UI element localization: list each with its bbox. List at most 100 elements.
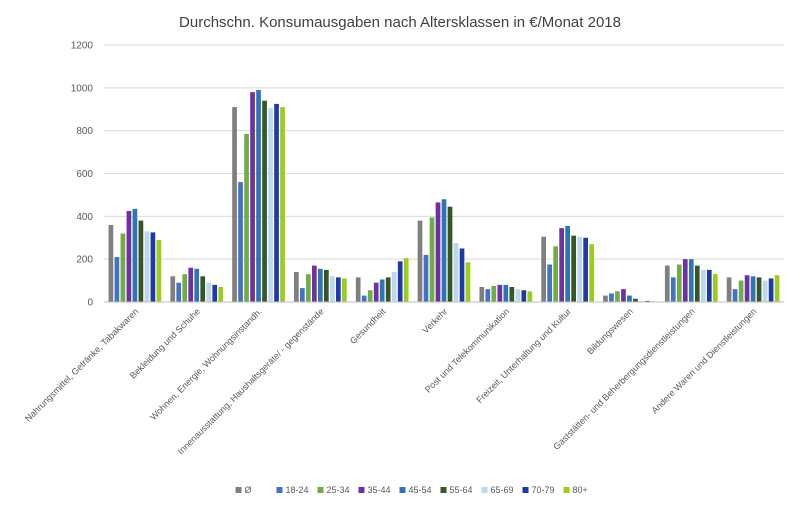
bar: [268, 108, 273, 303]
bar: [527, 291, 533, 302]
legend-label: 45-54: [409, 485, 432, 495]
bar: [120, 233, 126, 302]
bar: [238, 182, 243, 302]
y-tick-label: 200: [76, 255, 93, 266]
legend-label: 35-44: [368, 485, 391, 495]
bar: [603, 295, 608, 302]
bar: [330, 276, 335, 302]
bar: [176, 282, 182, 302]
bar: [553, 246, 558, 302]
x-tick-label: Wohnen, Energie, Wohnungsinstandh.: [148, 306, 264, 422]
legend: Ø 18-24 25-34 35-44 45-54 55-64 65-69 70-79 80+: [235, 485, 588, 495]
bar: [200, 276, 206, 302]
bar: [639, 300, 644, 302]
bar: [324, 269, 329, 303]
bar: [682, 259, 688, 302]
legend-swatch: [317, 487, 324, 493]
x-tick-label: Verkehr: [420, 306, 449, 335]
bar: [188, 267, 194, 302]
bar: [250, 92, 255, 303]
legend-label: 70-79: [532, 485, 555, 495]
bar: [559, 228, 564, 302]
bar: [206, 282, 212, 302]
bar: [447, 206, 453, 302]
bar: [212, 284, 218, 302]
bar: [664, 265, 670, 302]
bar: [397, 261, 403, 302]
bar: [244, 133, 249, 302]
bar: [670, 277, 676, 302]
bar: [609, 293, 614, 302]
bar: [676, 264, 682, 302]
bar: [756, 277, 762, 302]
bars: [108, 89, 780, 303]
bar: [497, 284, 503, 302]
bar: [132, 208, 138, 302]
bar: [194, 268, 200, 302]
bar: [300, 288, 305, 302]
bar: [435, 202, 441, 302]
bar: [417, 220, 423, 302]
bar: [126, 210, 132, 302]
gridlines: [104, 44, 784, 260]
bar: [385, 277, 391, 302]
bar: [565, 225, 570, 302]
bar: [509, 287, 515, 302]
bar: [256, 89, 261, 302]
legend-label: Ø: [245, 485, 252, 495]
bar: [232, 107, 237, 302]
bar: [732, 289, 738, 302]
y-axis-ticks: 0 200 400 600 800 1000 1200: [71, 41, 94, 309]
bar: [627, 295, 632, 302]
bar: [138, 220, 144, 302]
bar: [738, 280, 744, 302]
x-tick-label: Andere Waren und Dienstleistungen: [649, 306, 758, 415]
bar: [583, 237, 588, 302]
bar: [521, 290, 527, 302]
bar: [144, 231, 150, 302]
bar: [156, 239, 162, 302]
x-tick-label: Gesundheit: [348, 306, 388, 346]
bar: [577, 236, 582, 302]
bar: [306, 274, 311, 302]
bar: [361, 295, 367, 302]
y-tick-label: 0: [87, 298, 93, 309]
legend-swatch: [440, 487, 447, 493]
legend-label: 65-69: [491, 485, 514, 495]
bar: [645, 300, 650, 302]
bar: [218, 287, 224, 302]
bar: [515, 289, 521, 302]
bar: [571, 235, 576, 302]
y-tick-label: 800: [76, 126, 93, 137]
bar: [706, 269, 712, 303]
legend-swatch: [358, 487, 365, 493]
bar: [280, 107, 285, 302]
x-tick-label: Innenausstattung, Haushaltsgeräte/ - geg…: [176, 306, 326, 456]
bar: [547, 264, 552, 302]
bar: [744, 275, 750, 302]
x-tick-label: Gaststätten- und Beherbergungsdienstleis…: [551, 306, 696, 451]
bar: [491, 285, 497, 302]
bar: [726, 277, 732, 302]
bar: [762, 280, 768, 302]
bar: [615, 291, 620, 302]
y-tick-label: 1000: [71, 83, 94, 94]
bar: [700, 269, 706, 303]
bar: [589, 244, 594, 302]
bar: [503, 284, 509, 302]
legend-label: 18-24: [286, 485, 309, 495]
legend-label: 55-64: [450, 485, 473, 495]
bar: [367, 290, 373, 302]
bar: [170, 276, 176, 302]
bar: [423, 254, 429, 302]
legend-swatch: [276, 487, 283, 493]
bar: [312, 265, 317, 302]
bar: [355, 277, 361, 302]
bar: [429, 217, 435, 302]
bar: [274, 103, 279, 303]
legend-swatch: [481, 487, 488, 493]
legend-swatch: [399, 487, 406, 493]
bar: [182, 274, 188, 302]
x-tick-label: Bildungswesen: [585, 306, 635, 356]
